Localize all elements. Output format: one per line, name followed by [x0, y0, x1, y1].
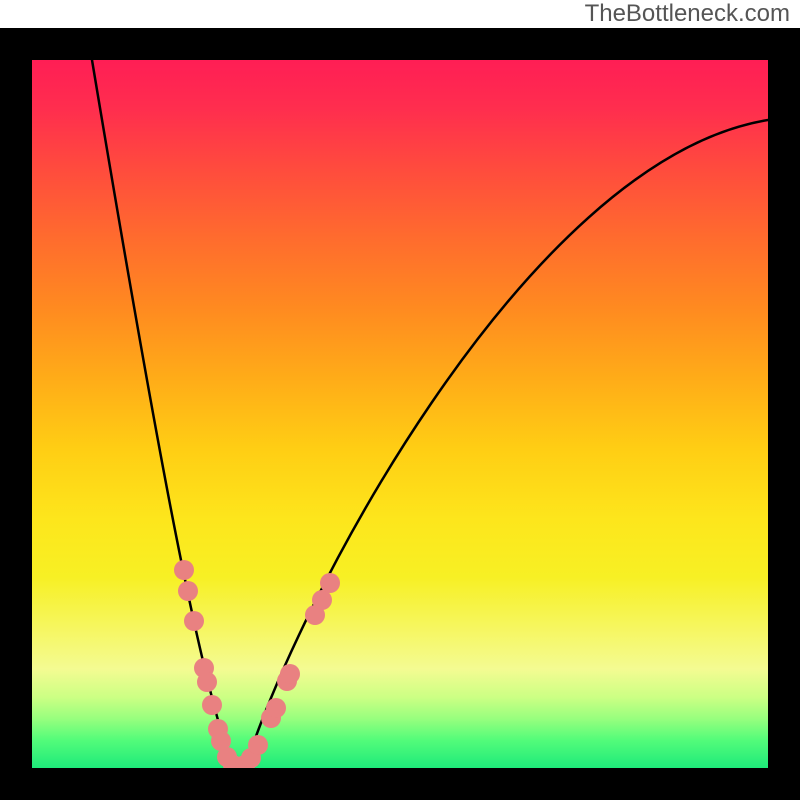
- background-gradient: [32, 60, 768, 768]
- root-container: TheBottleneck.com: [0, 0, 800, 800]
- plot-area: [32, 60, 768, 768]
- watermark-text: TheBottleneck.com: [585, 0, 790, 28]
